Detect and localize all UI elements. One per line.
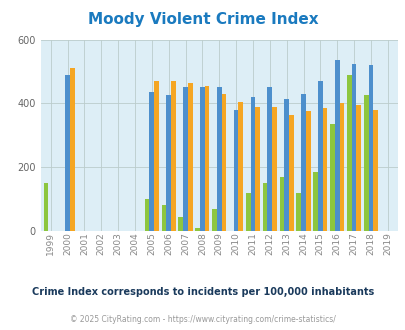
Bar (154, 81, 158, 231)
Bar (70, 68, 75, 231)
Bar (188, 82, 192, 231)
Bar (356, 105, 360, 231)
Bar (296, 193, 301, 231)
Bar (216, 87, 221, 231)
Bar (250, 97, 255, 231)
Bar (212, 209, 216, 231)
Bar (351, 63, 356, 231)
Bar (346, 75, 351, 231)
Bar (284, 99, 288, 231)
Bar (149, 92, 154, 231)
Bar (43, 183, 48, 231)
Bar (288, 115, 293, 231)
Bar (238, 102, 243, 231)
Bar (233, 110, 238, 231)
Bar (372, 110, 377, 231)
Bar (195, 228, 200, 231)
Bar (279, 177, 283, 231)
Bar (255, 107, 259, 231)
Bar (166, 95, 171, 231)
Bar (322, 108, 326, 231)
Bar (262, 183, 267, 231)
Bar (313, 172, 317, 231)
Bar (161, 206, 166, 231)
Bar (368, 65, 372, 231)
Bar (183, 87, 188, 231)
Text: Crime Index corresponds to incidents per 100,000 inhabitants: Crime Index corresponds to incidents per… (32, 287, 373, 297)
Bar (301, 94, 305, 231)
Bar (317, 81, 322, 231)
Bar (334, 60, 339, 231)
Bar (221, 94, 226, 231)
Bar (171, 81, 175, 231)
Bar (329, 124, 334, 231)
Bar (245, 193, 250, 231)
Bar (339, 103, 343, 231)
Text: Moody Violent Crime Index: Moody Violent Crime Index (87, 12, 318, 26)
Bar (200, 87, 204, 231)
Bar (363, 95, 368, 231)
Bar (271, 107, 276, 231)
Text: © 2025 CityRating.com - https://www.cityrating.com/crime-statistics/: © 2025 CityRating.com - https://www.city… (70, 315, 335, 324)
Bar (145, 199, 149, 231)
Bar (178, 216, 183, 231)
Bar (65, 75, 70, 231)
Bar (204, 86, 209, 231)
Bar (305, 112, 310, 231)
Bar (267, 87, 271, 231)
